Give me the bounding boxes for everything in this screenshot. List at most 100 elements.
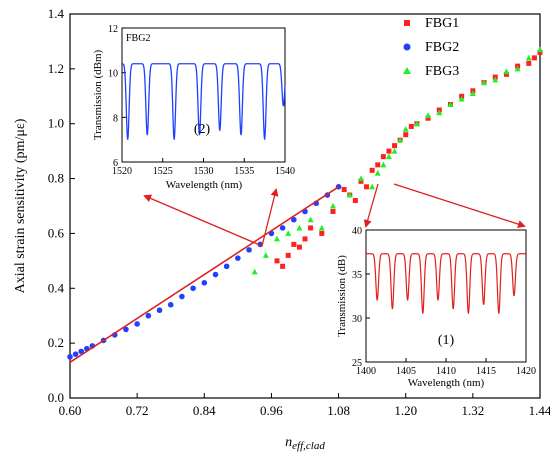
point-fbg1 — [291, 241, 297, 247]
y-tick-label: 1.2 — [48, 61, 64, 76]
point-fbg3 — [380, 161, 387, 168]
arrow-to-inset-2-left — [143, 194, 263, 247]
inset-1-y-tick-label: 35 — [352, 270, 362, 281]
point-fbg2 — [212, 271, 219, 278]
legend-marker-fbg3 — [403, 67, 411, 74]
point-fbg1 — [526, 60, 532, 66]
inset-2-y-label: Transmission (dBm) — [92, 49, 104, 140]
inset-2-x-tick-label: 1525 — [153, 166, 173, 177]
x-tick-label: 0.84 — [193, 403, 216, 418]
point-fbg1 — [392, 143, 398, 149]
point-fbg3 — [318, 224, 325, 231]
inset-2-y-tick-label: 12 — [108, 24, 118, 35]
main-marks — [67, 46, 543, 364]
inset-1-y-tick-label: 30 — [352, 314, 362, 325]
inset-1-x-label: Wavelength (nm) — [408, 377, 485, 389]
point-fbg1 — [285, 252, 291, 258]
point-fbg2 — [134, 321, 140, 327]
x-tick-label: 1.44 — [529, 403, 550, 418]
point-fbg2 — [167, 301, 174, 308]
x-tick-label: 0.60 — [59, 403, 82, 418]
inset-1-ticks: 1400 1405 1410 1415 1420 25 30 35 40 — [352, 226, 536, 377]
x-axis-label-main: n — [285, 435, 292, 450]
inset-1-transmission-curve — [366, 253, 526, 314]
point-fbg1 — [274, 258, 280, 264]
point-fbg1 — [408, 123, 414, 129]
inset-2-x-tick-label: 1530 — [194, 166, 214, 177]
inset-2-y-tick-label: 10 — [108, 69, 118, 80]
legend-label-fbg3: FBG3 — [425, 64, 459, 79]
point-fbg2 — [179, 293, 185, 300]
point-fbg3 — [307, 216, 314, 223]
point-fbg1 — [308, 225, 314, 231]
point-fbg1 — [330, 208, 336, 214]
point-fbg3 — [285, 230, 292, 236]
x-tick-label: 1.20 — [394, 403, 417, 418]
y-tick-label: 0.4 — [48, 280, 65, 295]
point-fbg1 — [425, 115, 431, 121]
point-fbg3 — [274, 235, 281, 242]
point-fbg2 — [145, 312, 152, 319]
x-tick-label: 1.32 — [461, 403, 484, 418]
inset-2-title: FBG2 — [126, 33, 150, 44]
inset-2-ticks: 1520 1525 1530 1535 1540 6 8 10 12 — [108, 24, 295, 177]
point-fbg2 — [72, 351, 79, 357]
point-fbg1 — [296, 244, 302, 250]
point-fbg3 — [503, 68, 510, 75]
legend-marker-fbg2 — [403, 43, 411, 51]
point-fbg3 — [492, 76, 499, 83]
legend-marker-fbg1 — [404, 20, 410, 26]
point-fbg1 — [364, 184, 370, 190]
inset-1-x-tick-label: 1405 — [396, 366, 416, 377]
legend-label-fbg1: FBG1 — [425, 16, 459, 31]
inset-1-x-tick-label: 1400 — [356, 366, 376, 377]
point-fbg3 — [413, 120, 420, 127]
inset-2-x-tick-label: 1535 — [234, 166, 254, 177]
x-axis-label-sub: eff,clad — [292, 440, 325, 452]
arrow-to-inset-2-right — [261, 188, 279, 247]
x-axis-label: neff,clad — [285, 435, 325, 452]
inset-2-x-label: Wavelength (nm) — [166, 179, 243, 191]
inset-2-x-tick-label: 1520 — [112, 166, 132, 177]
y-axis-label: Axial strain sensitivity (pm/με) — [13, 118, 28, 293]
point-fbg2 — [246, 247, 252, 253]
point-fbg3 — [385, 153, 392, 160]
point-fbg2 — [279, 225, 286, 231]
inset-2-transmission-curve — [121, 63, 286, 140]
point-fbg3 — [481, 79, 488, 86]
inset-1-x-tick-label: 1410 — [436, 366, 456, 377]
point-fbg3 — [425, 112, 432, 118]
callout-arrows — [143, 183, 526, 247]
main-ticks: 0.60 0.72 0.84 0.96 1.08 1.20 1.32 1.440.00.20.… — [48, 6, 550, 418]
y-tick-label: 0.0 — [48, 390, 64, 405]
point-fbg3 — [525, 54, 532, 61]
x-tick-label: 1.08 — [327, 403, 350, 418]
arrow-to-inset-1-left — [363, 183, 379, 228]
inset-2-x-tick-label: 1540 — [275, 166, 295, 177]
point-fbg3 — [397, 136, 404, 143]
x-tick-label: 0.96 — [260, 403, 283, 418]
point-fbg1 — [302, 236, 308, 242]
fit-line — [69, 186, 340, 364]
inset-1-y-tick-label: 25 — [352, 358, 362, 369]
point-fbg2 — [123, 326, 129, 333]
point-fbg2 — [201, 280, 208, 286]
point-fbg1 — [375, 162, 381, 168]
point-fbg3 — [346, 191, 353, 198]
inset-1-x-tick-label: 1415 — [476, 366, 496, 377]
point-fbg1 — [352, 198, 358, 204]
inset-2-y-tick-label: 6 — [113, 158, 118, 169]
legend: FBG1 FBG2 FBG3 — [403, 16, 459, 79]
point-fbg3 — [436, 109, 443, 116]
point-fbg1 — [280, 263, 286, 269]
point-fbg2 — [67, 354, 73, 360]
inset-1-x-tick-label: 1420 — [516, 366, 536, 377]
point-fbg2 — [78, 348, 84, 355]
arrow-to-inset-1-right — [393, 183, 526, 228]
point-fbg1 — [503, 71, 509, 77]
point-fbg1 — [380, 154, 386, 160]
point-fbg1 — [403, 132, 409, 138]
inset-1-tag: (1) — [438, 333, 455, 348]
point-fbg3 — [537, 46, 543, 53]
